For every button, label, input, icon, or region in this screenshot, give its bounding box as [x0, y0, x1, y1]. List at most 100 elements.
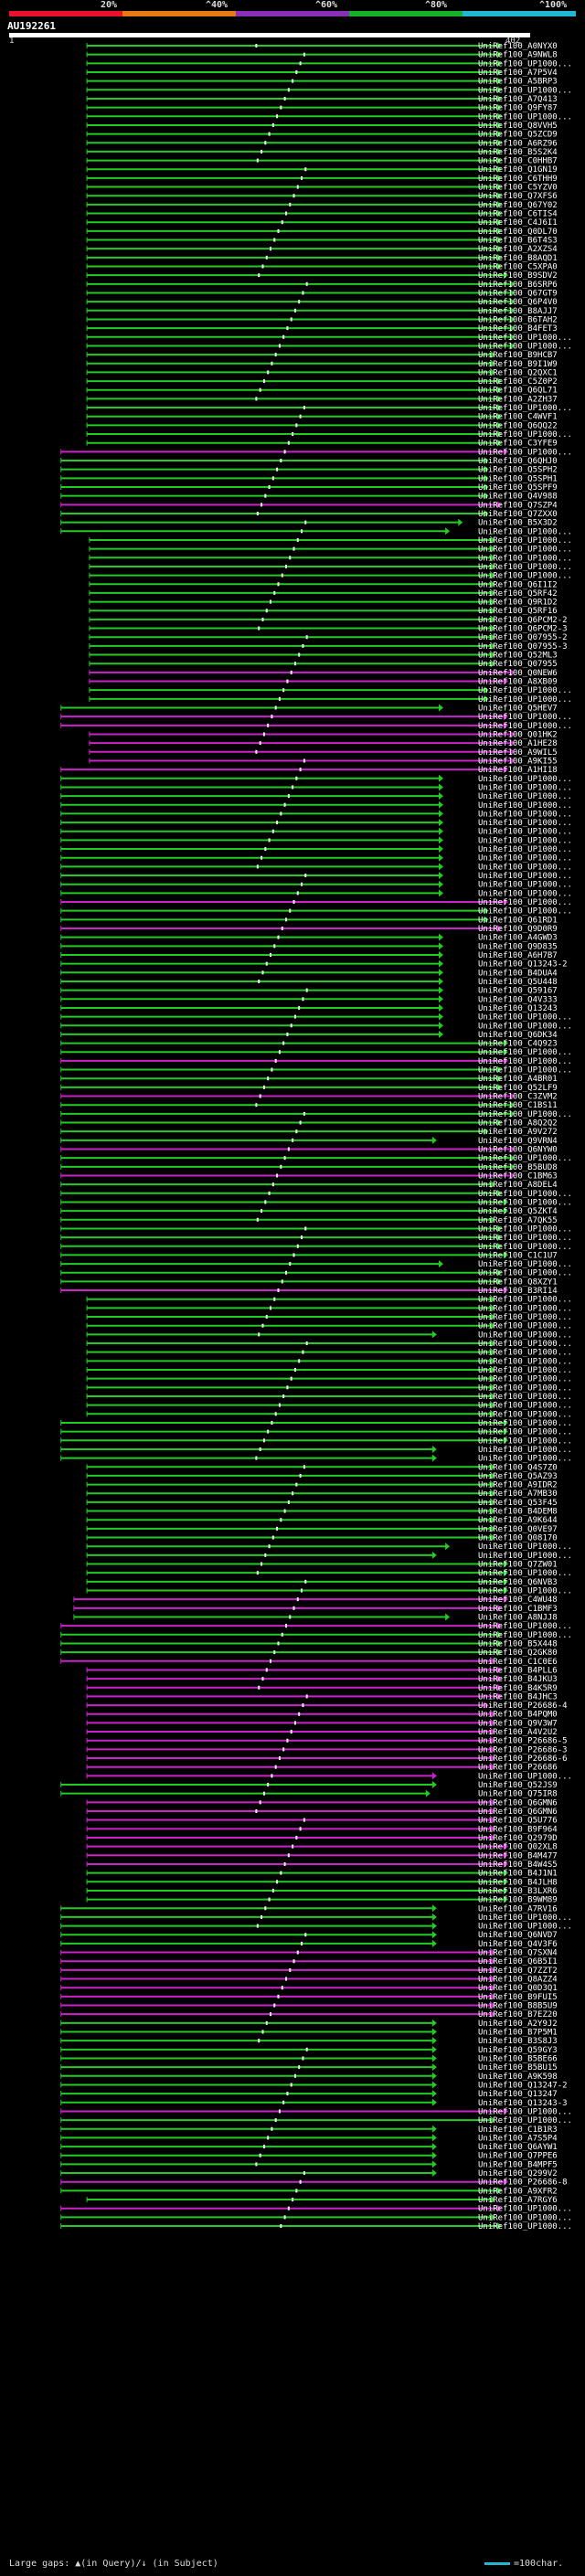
hit-label[interactable]: UniRef100_A2Y9J2	[478, 2019, 558, 2029]
hit-label[interactable]: UniRef100_B8B5U9	[478, 2002, 558, 2011]
hit-label[interactable]: UniRef100_UP1000...	[478, 1013, 572, 1023]
hit-label[interactable]: UniRef100_UP1000...	[478, 2213, 572, 2222]
hit-label[interactable]: UniRef100_UP1000...	[478, 1110, 572, 1119]
hit-label[interactable]: UniRef100_Q9D0R9	[478, 925, 558, 934]
hit-label[interactable]: UniRef100_B9F964	[478, 1825, 558, 1834]
hit-label[interactable]: UniRef100_B5BUD8	[478, 1163, 558, 1172]
hit-label[interactable]: UniRef100_Q52ML3	[478, 652, 558, 661]
hit-label[interactable]: UniRef100_Q53F45	[478, 1499, 558, 1508]
hit-label[interactable]: UniRef100_Q7SXN4	[478, 1949, 558, 1958]
hit-label[interactable]: UniRef100_UP1000...	[478, 2116, 572, 2125]
hit-label[interactable]: UniRef100_B4FET3	[478, 324, 558, 334]
hit-label[interactable]: UniRef100_Q5ZCD9	[478, 131, 558, 140]
hit-label[interactable]: UniRef100_Q6QQ22	[478, 421, 558, 430]
hit-label[interactable]: UniRef100_P26686-6	[478, 1754, 568, 1764]
hit-label[interactable]: UniRef100_A9XFR2	[478, 2187, 558, 2196]
hit-label[interactable]: UniRef100_A8DEL4	[478, 1181, 558, 1190]
hit-label[interactable]: UniRef100_B3RI14	[478, 1287, 558, 1296]
hit-label[interactable]: UniRef100_A6RZ96	[478, 139, 558, 148]
hit-label[interactable]: UniRef100_B4MPF5	[478, 2160, 558, 2169]
hit-label[interactable]: UniRef100_UP1000...	[478, 898, 572, 907]
hit-label[interactable]: UniRef100_UP1000...	[478, 1455, 572, 1464]
hit-label[interactable]: UniRef100_C1B1R3	[478, 2125, 558, 2135]
hit-label[interactable]: UniRef100_C3YFE9	[478, 440, 558, 449]
hit-label[interactable]: UniRef100_B4W4S5	[478, 1860, 558, 1870]
hit-label[interactable]: UniRef100_UP1000...	[478, 1340, 572, 1349]
hit-label[interactable]: UniRef100_UP1000...	[478, 342, 572, 351]
hit-label[interactable]: UniRef100_UP1000...	[478, 1419, 572, 1428]
hit-label[interactable]: UniRef100_UP1000...	[478, 1313, 572, 1322]
hit-label[interactable]: UniRef100_B7EZ20	[478, 2010, 558, 2019]
hit-label[interactable]: UniRef100_C1BMF3	[478, 1605, 558, 1614]
hit-label[interactable]: UniRef100_Q5U448	[478, 978, 558, 987]
hit-label[interactable]: UniRef100_UP1000...	[478, 1772, 572, 1781]
hit-label[interactable]: UniRef100_C4WU48	[478, 1595, 558, 1605]
hit-label[interactable]: UniRef100_B4DEM8	[478, 1508, 558, 1517]
hit-label[interactable]: UniRef100_Q6GMN6	[478, 1798, 558, 1807]
hit-label[interactable]: UniRef100_Q299V2	[478, 2169, 558, 2178]
hit-label[interactable]: UniRef100_UP1000...	[478, 334, 572, 343]
hit-label[interactable]: UniRef100_UP1000...	[478, 775, 572, 784]
hit-label[interactable]: UniRef100_A9V272	[478, 1128, 558, 1137]
hit-label[interactable]: UniRef100_UP1000...	[478, 722, 572, 731]
hit-label[interactable]: UniRef100_Q01HK2	[478, 730, 558, 739]
hit-label[interactable]: UniRef100_Q6NVB3	[478, 1578, 558, 1587]
hit-label[interactable]: UniRef100_B5X448	[478, 1639, 558, 1648]
hit-label[interactable]: UniRef100_Q59GY3	[478, 2046, 558, 2055]
hit-label[interactable]: UniRef100_UP1000...	[478, 819, 572, 828]
hit-label[interactable]: UniRef100_UP1000...	[478, 1383, 572, 1393]
hit-label[interactable]: UniRef100_Q1GN19	[478, 165, 558, 175]
hit-label[interactable]: UniRef100_UP1000...	[478, 686, 572, 695]
hit-label[interactable]: UniRef100_A4BR01	[478, 1075, 558, 1084]
hit-label[interactable]: UniRef100_Q07955	[478, 660, 558, 669]
hit-label[interactable]: UniRef100_Q5U776	[478, 1817, 558, 1826]
hit-label[interactable]: UniRef100_A2ZH37	[478, 395, 558, 404]
hit-label[interactable]: UniRef100_Q5RF16	[478, 607, 558, 616]
hit-label[interactable]: UniRef100_A7Q413	[478, 95, 558, 104]
hit-label[interactable]: UniRef100_Q52JS9	[478, 1781, 558, 1790]
hit-label[interactable]: UniRef100_B9WM89	[478, 1896, 558, 1905]
hit-label[interactable]: UniRef100_UP1000...	[478, 1410, 572, 1419]
hit-label[interactable]: UniRef100_UP1000...	[478, 695, 572, 705]
hit-label[interactable]: UniRef100_B8AJJ7	[478, 307, 558, 316]
hit-label[interactable]: UniRef100_Q75IR8	[478, 1790, 558, 1799]
hit-label[interactable]: UniRef100_UP1000...	[478, 1349, 572, 1358]
hit-label[interactable]: UniRef100_Q8VVH5	[478, 122, 558, 131]
hit-label[interactable]: UniRef100_Q9FY87	[478, 104, 558, 113]
hit-label[interactable]: UniRef100_Q7SZP4	[478, 501, 558, 510]
hit-label[interactable]: UniRef100_P26686	[478, 1764, 558, 1773]
hit-label[interactable]: UniRef100_C4WVF1	[478, 413, 558, 422]
hit-label[interactable]: UniRef100_A4GWD3	[478, 934, 558, 943]
hit-label[interactable]: UniRef100_UP1000...	[478, 1322, 572, 1331]
hit-label[interactable]: UniRef100_Q07955-2	[478, 633, 568, 642]
hit-label[interactable]: UniRef100_Q6NVD7	[478, 1931, 558, 1940]
hit-label[interactable]: UniRef100_UP1000...	[478, 1552, 572, 1561]
hit-label[interactable]: UniRef100_Q13243	[478, 1004, 558, 1013]
hit-label[interactable]: UniRef100_B8AQD1	[478, 254, 558, 263]
hit-label[interactable]: UniRef100_Q0DL70	[478, 228, 558, 237]
hit-label[interactable]: UniRef100_UP1000...	[478, 1304, 572, 1313]
hit-label[interactable]: UniRef100_UP1000...	[478, 1436, 572, 1446]
hit-label[interactable]: UniRef100_B3LXR6	[478, 1887, 558, 1896]
hit-label[interactable]: UniRef100_Q7ZZT2	[478, 1966, 558, 1976]
hit-label[interactable]: UniRef100_UP1000...	[478, 845, 572, 854]
hit-label[interactable]: UniRef100_UP1000...	[478, 563, 572, 572]
hit-label[interactable]: UniRef100_Q7ZW01	[478, 1561, 558, 1570]
hit-label[interactable]: UniRef100_B4J1N1	[478, 1870, 558, 1879]
hit-label[interactable]: UniRef100_UP1000...	[478, 783, 572, 792]
hit-label[interactable]: UniRef100_B9SDV2	[478, 271, 558, 281]
hit-label[interactable]: UniRef100_Q6PCM2-2	[478, 616, 568, 625]
hit-label[interactable]: UniRef100_UP1000...	[478, 1057, 572, 1066]
hit-label[interactable]: UniRef100_Q6P4V0	[478, 298, 558, 307]
hit-label[interactable]: UniRef100_A9NWL8	[478, 51, 558, 60]
hit-label[interactable]: UniRef100_UP1000...	[478, 1224, 572, 1234]
hit-label[interactable]: UniRef100_UP1000...	[478, 1296, 572, 1305]
hit-label[interactable]: UniRef100_Q9VRN4	[478, 1137, 558, 1146]
hit-label[interactable]: UniRef100_A9KI55	[478, 757, 558, 766]
hit-label[interactable]: UniRef100_C6TIS4	[478, 210, 558, 219]
hit-label[interactable]: UniRef100_Q0D3Q1	[478, 1984, 558, 1993]
hit-label[interactable]: UniRef100_C0HHB7	[478, 157, 558, 166]
hit-label[interactable]: UniRef100_Q67Y02	[478, 201, 558, 210]
hit-label[interactable]: UniRef100_UP1000...	[478, 881, 572, 890]
hit-label[interactable]: UniRef100_B9HCB7	[478, 351, 558, 360]
